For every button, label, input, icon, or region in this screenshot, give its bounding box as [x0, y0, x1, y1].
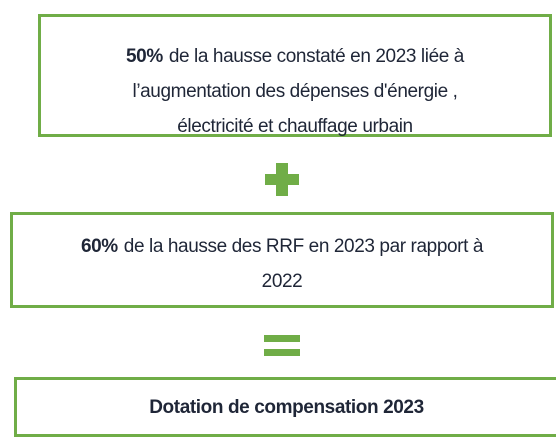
- text-line: 2022: [261, 271, 303, 292]
- box: Dotation de compensation 2023: [14, 377, 556, 437]
- box: 50% de la hausse constaté en 2023 liée à …: [38, 14, 552, 137]
- text-line: 50% de la hausse constaté en 2023 liée à: [41, 39, 549, 74]
- text-line: 60% de la hausse des RRF en 2023 par rapp…: [13, 229, 551, 264]
- text-line: électricité et chauffage urbain: [177, 116, 413, 137]
- page: {"boxes": [ {"bold": "50%", "lines": ["d…: [10, 14, 556, 437]
- text-line: Dotation de compensation 2023: [149, 397, 424, 418]
- box: 60% de la hausse des RRF en 2023 par rapp…: [10, 212, 554, 308]
- text: de la hausse constaté en 2023 liée à: [168, 46, 465, 67]
- plus-vertical: [276, 163, 288, 196]
- bold-text: 50%: [126, 46, 163, 67]
- text: de la hausse des RRF en 2023 par rapport…: [123, 236, 484, 257]
- equals-top: [264, 335, 300, 342]
- text-line: l’augmentation des dépenses d'énergie ,: [132, 81, 458, 102]
- equals-bottom: [264, 349, 300, 356]
- bold-text: 60%: [80, 236, 118, 257]
